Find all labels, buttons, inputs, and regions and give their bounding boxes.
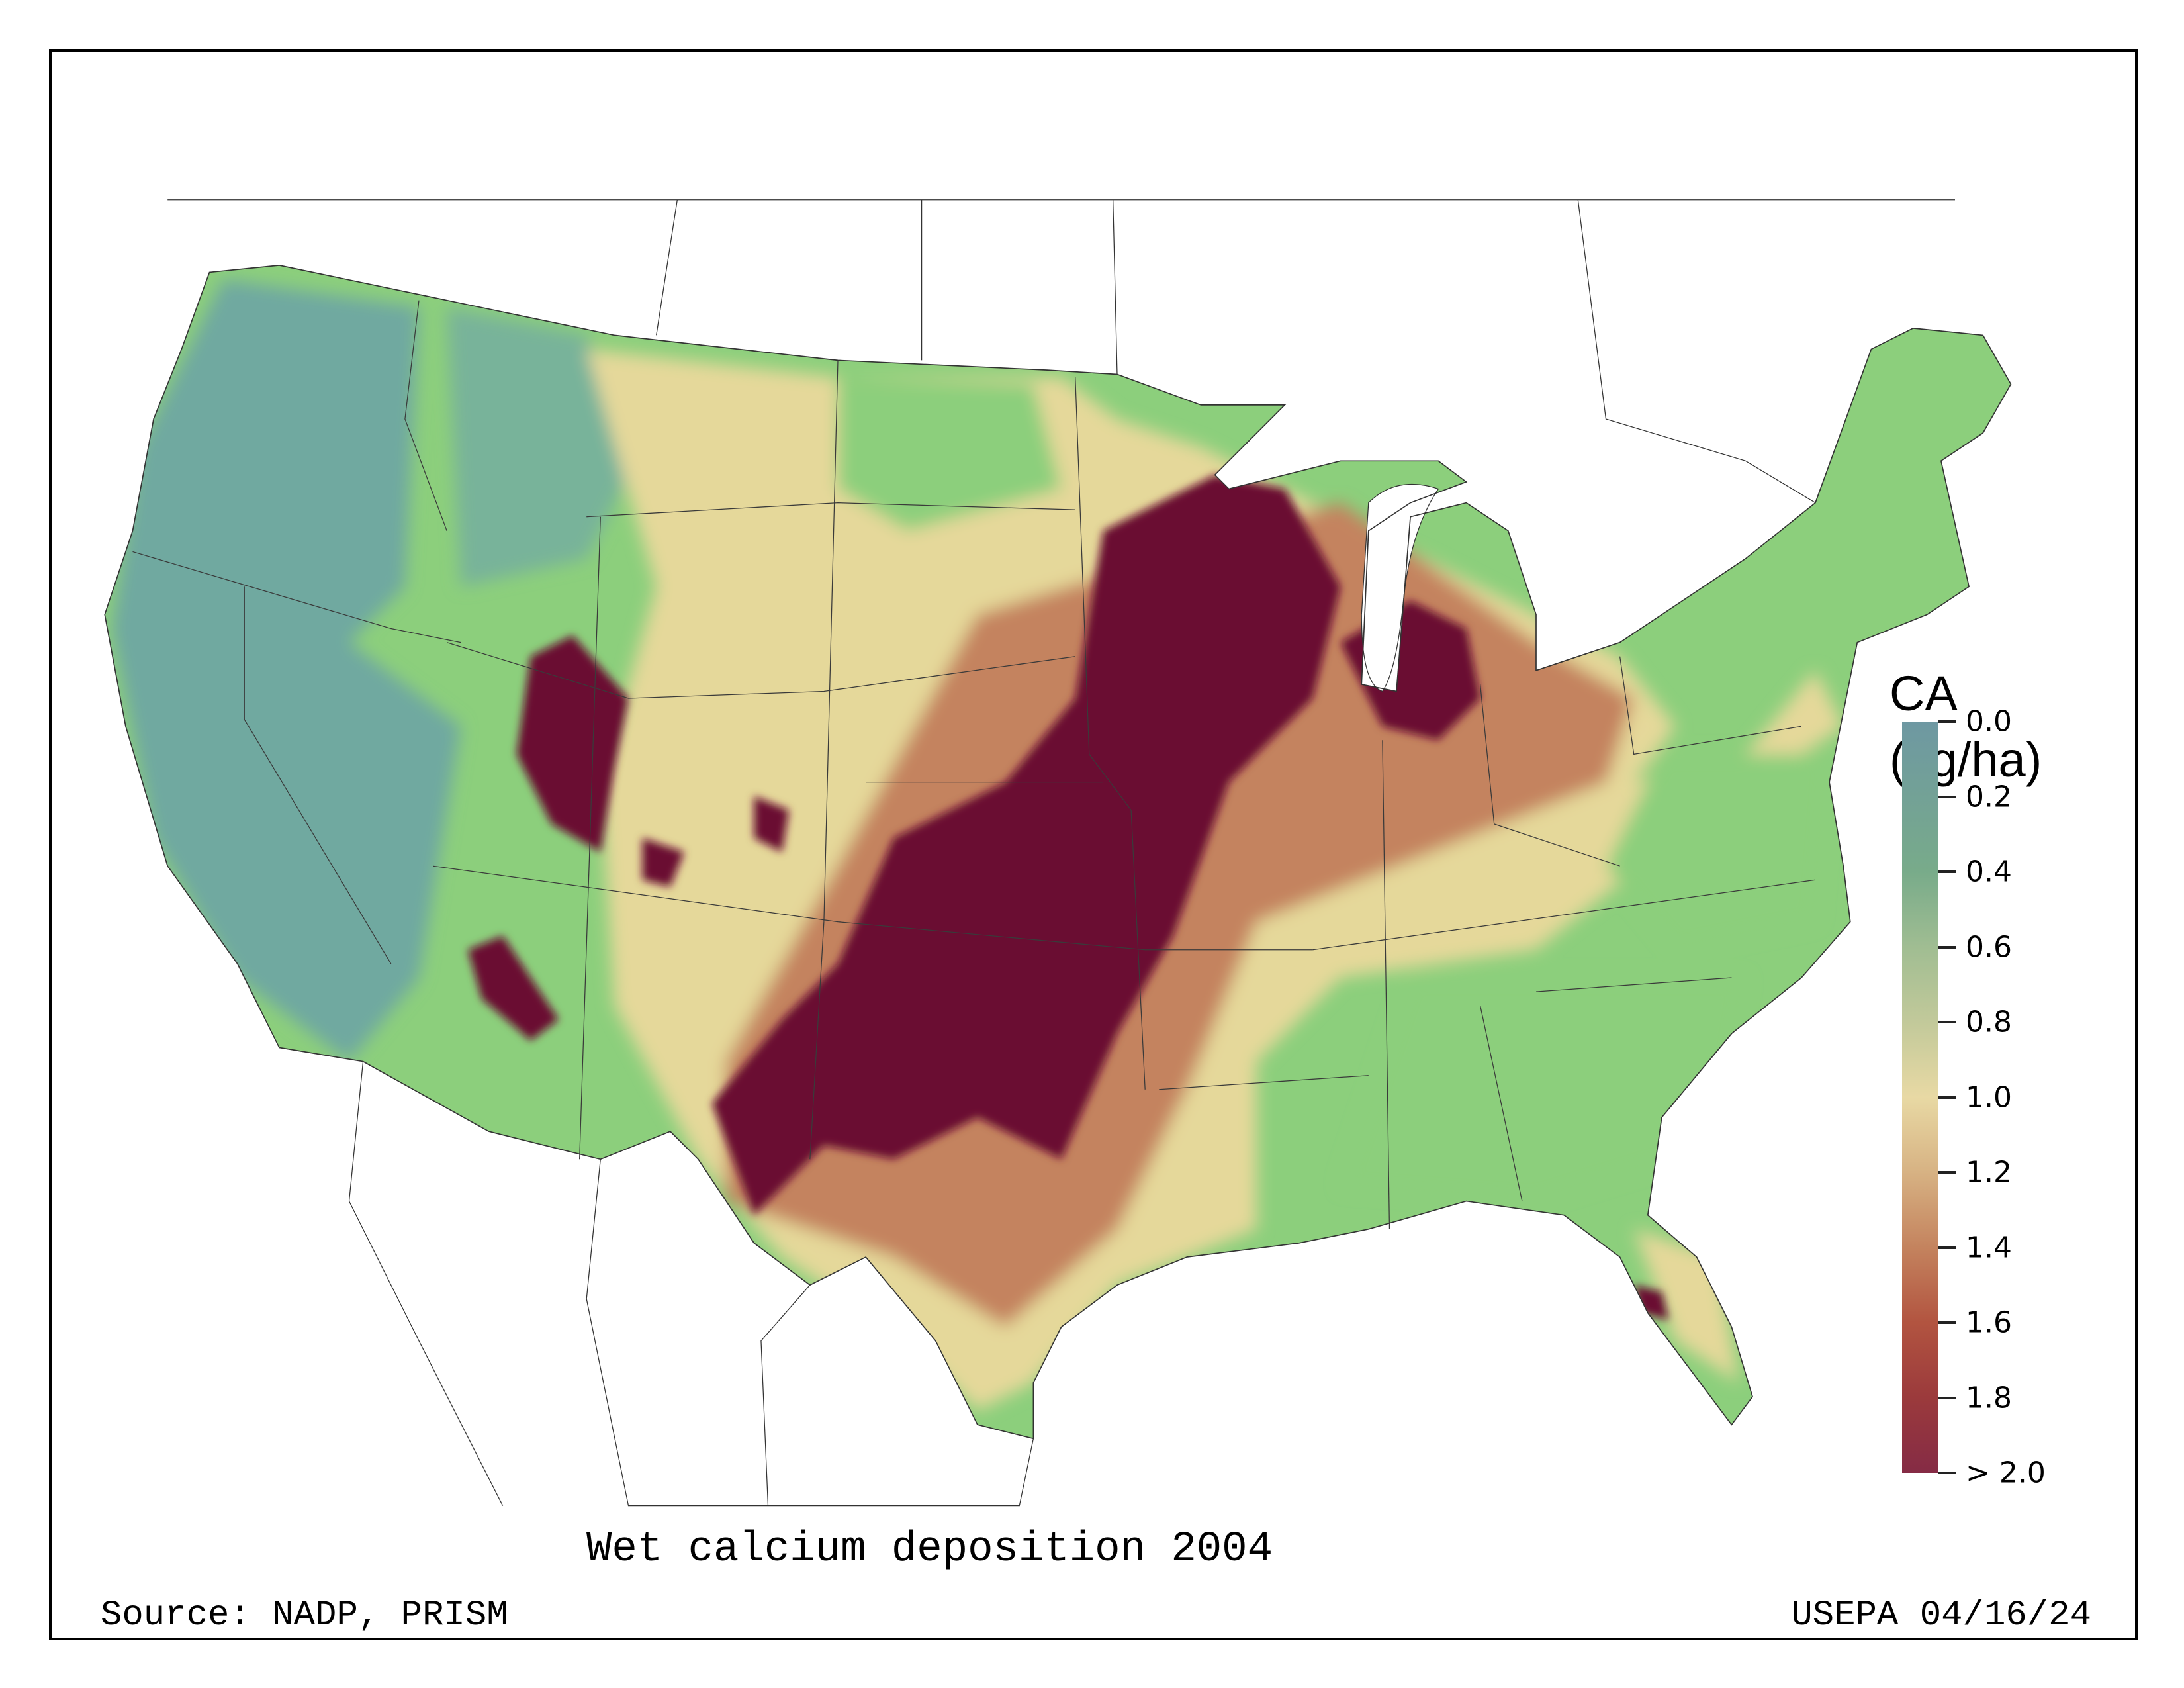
colorbar-tick-label: 1.0	[1966, 1080, 2012, 1114]
colorbar-tick-label: 0.2	[1966, 780, 2012, 814]
map-frame	[49, 49, 2138, 1640]
colorbar-tick	[1938, 1396, 1956, 1399]
high-deposition-central	[712, 475, 1341, 1215]
colorbar-tick-label: 0.8	[1966, 1005, 2012, 1039]
colorbar-tick-label: 0.0	[1966, 704, 2012, 739]
colorbar-tick	[1938, 1096, 1956, 1099]
colorbar-tick	[1938, 1171, 1956, 1174]
colorbar-tick-label: 0.6	[1966, 930, 2012, 964]
colorbar-tick	[1938, 795, 1956, 798]
neighbor-borders	[167, 199, 1955, 1507]
colorbar-tick-label: 1.6	[1966, 1305, 2012, 1340]
colorbar-tick	[1938, 1472, 1956, 1474]
colorbar-tick-label: 1.4	[1966, 1231, 2012, 1264]
credit-note: USEPA 04/16/24	[1791, 1595, 2091, 1636]
colorbar-tick	[1938, 720, 1956, 723]
low-deposition-west	[111, 279, 461, 1062]
colorbar-tick	[1938, 1021, 1956, 1023]
map-title: Wet calcium deposition 2004	[586, 1526, 1273, 1573]
colorbar-tick-label: 1.8	[1966, 1381, 2012, 1415]
colorbar-tick-label: 1.2	[1966, 1155, 2012, 1190]
colorbar-tick	[1938, 1246, 1956, 1249]
colorbar-tick-label: 0.4	[1966, 855, 2012, 889]
legend-title: CA	[1889, 666, 1958, 721]
state-borders	[132, 300, 1816, 1229]
colorbar-tick-label: > 2.0	[1966, 1456, 2046, 1490]
source-note: Source: NADP, PRISM	[101, 1595, 508, 1636]
us-outline	[104, 265, 2012, 1440]
colorbar-tick	[1938, 870, 1956, 873]
colorbar-tick	[1938, 1321, 1956, 1324]
colorbar	[1902, 722, 1938, 1473]
colorbar-tick	[1938, 945, 1956, 949]
